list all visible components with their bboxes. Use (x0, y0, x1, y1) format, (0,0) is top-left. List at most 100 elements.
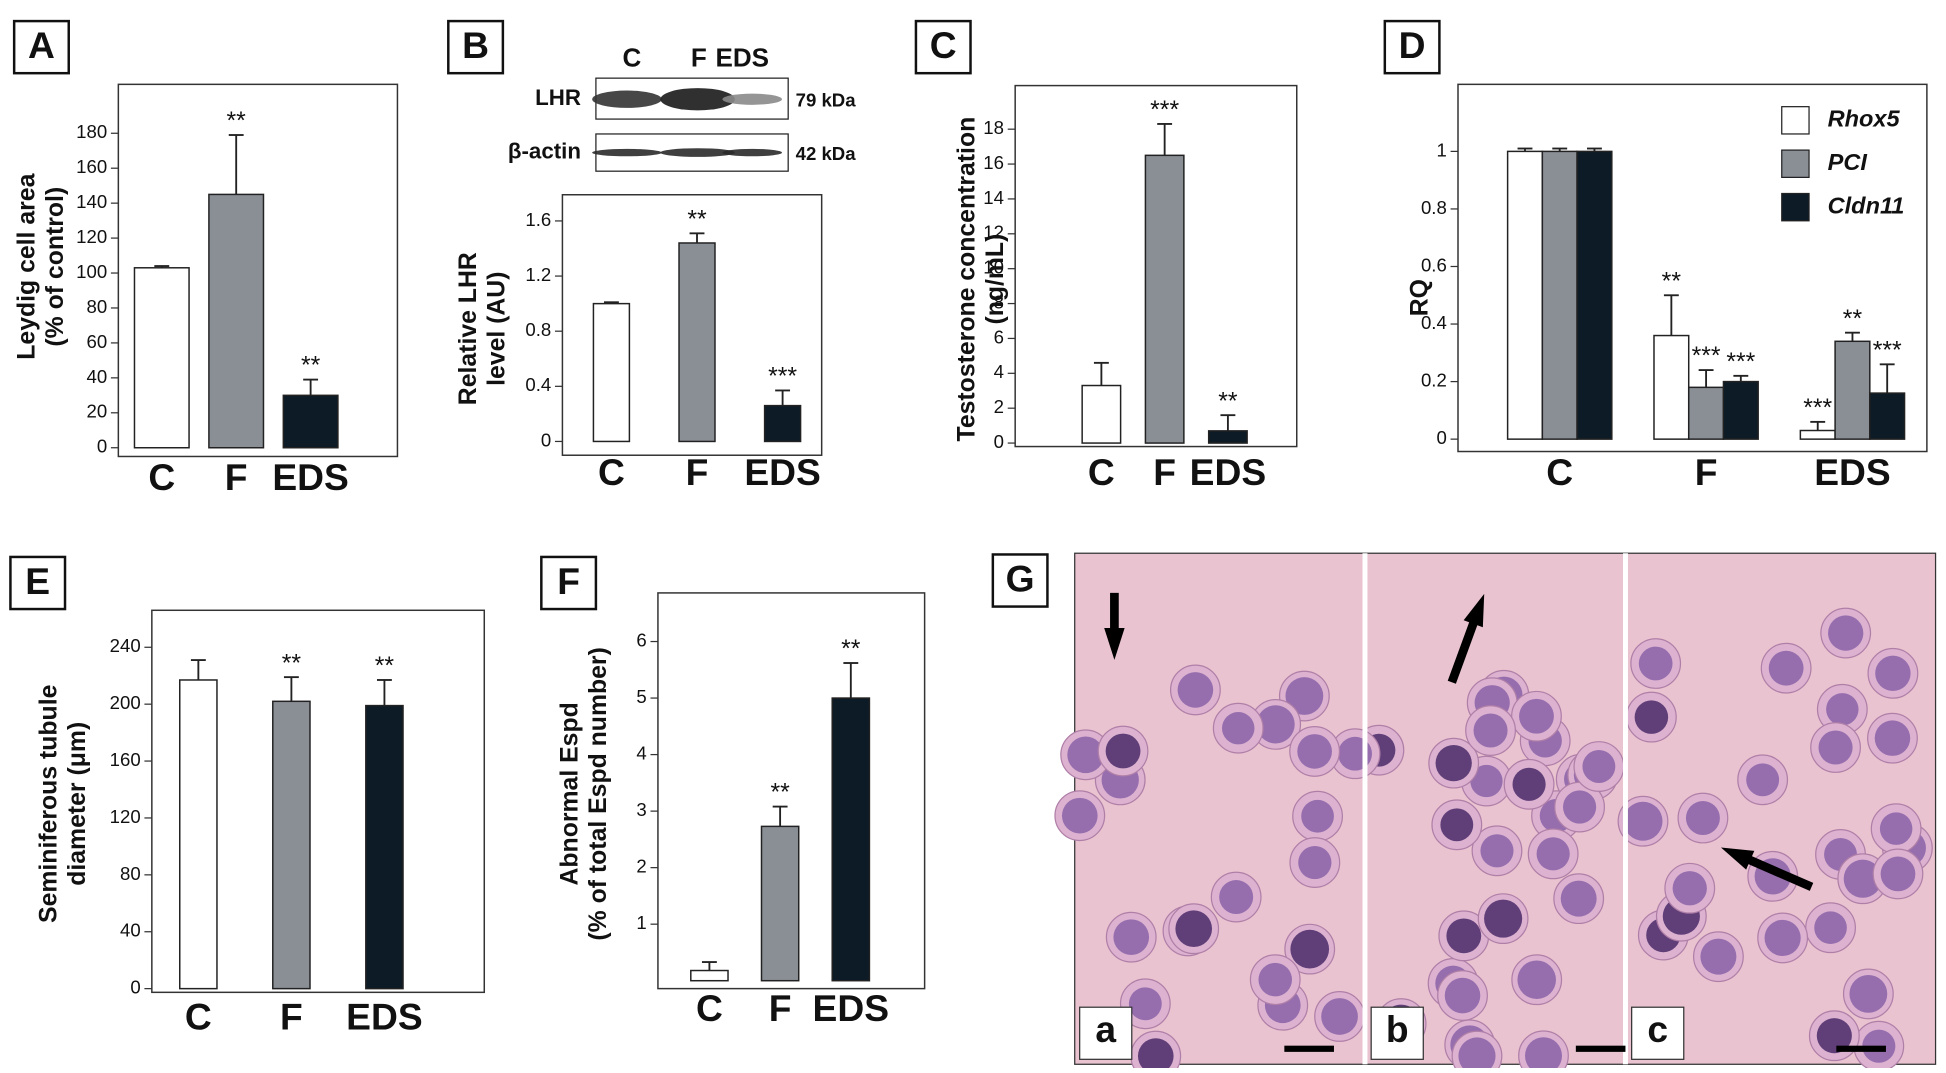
nucleus (1258, 962, 1292, 997)
x-tick-label: EDS (744, 451, 821, 493)
y-tick-label: 0 (97, 436, 107, 457)
y-tick-label: 5 (636, 686, 646, 707)
panel-label-box (991, 553, 1049, 608)
y-tick-label: 160 (76, 156, 107, 177)
nucleus (1562, 790, 1597, 824)
protein-label: β-actin (508, 138, 581, 163)
nucleus (1880, 856, 1916, 892)
nucleus (1874, 720, 1911, 756)
y-tick-label: 60 (87, 331, 108, 352)
y-axis-label: RQ (1406, 279, 1433, 316)
significance-stars: ** (770, 780, 790, 807)
nucleus (1297, 734, 1332, 769)
blot-band (722, 93, 782, 105)
panel-label: C (930, 24, 957, 66)
y-tick-label: 0 (541, 429, 551, 450)
y-tick-label: 16 (983, 152, 1004, 173)
x-tick-label: EDS (813, 987, 889, 1029)
bar (1653, 334, 1690, 440)
arrow-head (1720, 847, 1755, 870)
nucleus (1285, 677, 1324, 715)
x-tick-label: C (185, 995, 212, 1037)
x-tick-label: C (598, 451, 625, 493)
x-tick-label: EDS (1190, 451, 1267, 493)
blot-band (660, 148, 735, 157)
nucleus (1444, 977, 1481, 1014)
nucleus (1536, 837, 1570, 871)
y-tick-label: 0 (130, 977, 140, 998)
y-tick-label: 100 (76, 261, 107, 282)
y-tick-label: 8 (994, 291, 1004, 312)
bar (133, 267, 190, 449)
y-tick-label: 18 (983, 117, 1004, 138)
panel-label: A (28, 24, 55, 66)
nucleus (1435, 744, 1472, 782)
panel-label-box (540, 555, 598, 611)
x-tick-label: C (1546, 451, 1573, 493)
y-axis-label: diameter (μm) (64, 722, 91, 886)
significance-stars: ** (282, 650, 302, 677)
plot-frame (151, 609, 486, 994)
x-tick-label: EDS (272, 456, 349, 498)
divider (1622, 553, 1628, 1065)
lane-label: F (691, 42, 707, 72)
y-tick-label: 2 (636, 856, 646, 877)
blot-band (592, 90, 662, 108)
nucleus (1105, 733, 1141, 769)
bar (1081, 384, 1122, 444)
scale-bar (1836, 1045, 1886, 1052)
sublabel-box (1370, 1006, 1424, 1060)
legend-swatch (1781, 106, 1810, 135)
nucleus (1560, 880, 1597, 917)
nucleus (1290, 929, 1330, 969)
panel-label-box (12, 19, 70, 75)
panel-label: F (557, 560, 580, 602)
y-tick-label: 120 (76, 226, 107, 247)
bar (831, 697, 871, 982)
nucleus (1113, 919, 1150, 955)
nucleus (1818, 730, 1853, 765)
panel-label-box (1383, 19, 1441, 75)
arrow-head (1463, 593, 1485, 628)
y-axis-label: Abnormal Espd (557, 702, 584, 885)
y-tick-label: 6 (636, 629, 646, 650)
y-tick-label: 0.4 (525, 374, 551, 395)
bar (282, 394, 339, 449)
lane-label: EDS (716, 42, 770, 72)
y-tick-label: 1.6 (525, 209, 551, 230)
nucleus (1484, 899, 1523, 938)
y-tick-label: 1.2 (525, 264, 551, 285)
nucleus (1843, 859, 1882, 898)
plot-frame (561, 194, 823, 456)
nucleus (1826, 693, 1859, 726)
bar (1506, 150, 1544, 440)
sublabel: a (1095, 1008, 1116, 1050)
bar (760, 825, 800, 982)
y-tick-label: 200 (110, 692, 141, 713)
y-tick-label: 80 (87, 296, 108, 317)
nucleus (1321, 998, 1358, 1035)
y-axis-label: Testosterone concentration (954, 117, 981, 442)
panel-label-box (447, 19, 505, 75)
legend-label: Cldn11 (1828, 192, 1905, 218)
x-tick-label: F (225, 456, 248, 498)
bar (365, 704, 404, 990)
protein-label: LHR (535, 85, 581, 110)
y-tick-label: 4 (994, 361, 1004, 382)
nucleus (1517, 960, 1556, 999)
nucleus (1480, 834, 1514, 868)
panel-label: G (1006, 558, 1035, 600)
nucleus (1061, 797, 1098, 834)
significance-stars: *** (768, 364, 797, 391)
nucleus (1128, 987, 1162, 1021)
panel-label-box (9, 555, 67, 611)
legend-swatch (1781, 192, 1810, 222)
y-axis-label: Seminiferous tubule (36, 685, 63, 923)
blot-band (592, 148, 662, 157)
bar (763, 404, 802, 443)
y-tick-label: 80 (120, 863, 141, 884)
significance-stars: ** (1843, 306, 1863, 333)
y-tick-label: 40 (87, 366, 108, 387)
plot-frame (657, 592, 926, 990)
scale-bar (1575, 1045, 1626, 1052)
